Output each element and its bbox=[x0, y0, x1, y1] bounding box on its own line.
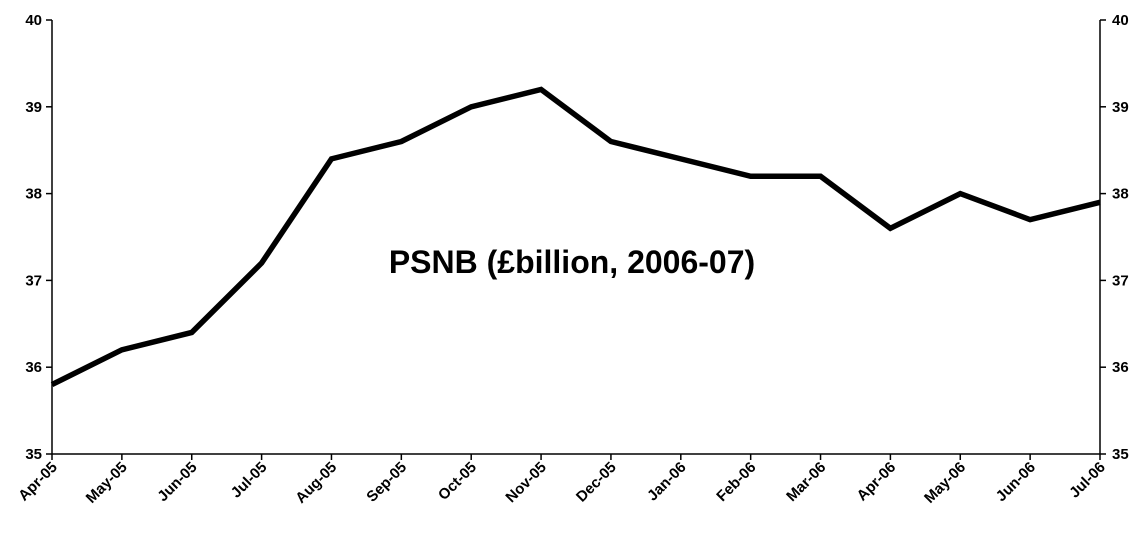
y-tick-label-left: 37 bbox=[25, 272, 42, 289]
chart-annotation: PSNB (£billion, 2006-07) bbox=[389, 244, 755, 280]
series-group bbox=[50, 86, 1101, 388]
x-axis: Apr-05 May-05 Jun-05 Jul-05 Aug-05 Sep-05 Oct-… bbox=[15, 454, 1109, 507]
y-tick-label-left: 36 bbox=[25, 359, 42, 376]
x-tick-label: Dec-05 bbox=[573, 459, 620, 506]
x-tick-label: Apr-06 bbox=[854, 459, 900, 505]
y-tick-label-left: 39 bbox=[25, 99, 42, 116]
x-tick-label: May-06 bbox=[921, 459, 969, 507]
right-y-axis: 35 36 37 38 39 40 bbox=[1100, 12, 1129, 463]
x-tick-label: Jun-05 bbox=[154, 459, 200, 505]
y-tick-label-left: 35 bbox=[25, 446, 42, 463]
y-tick-label-right: 38 bbox=[1112, 186, 1129, 203]
x-tick-label: Mar-06 bbox=[783, 459, 829, 505]
y-tick-label-right: 35 bbox=[1112, 446, 1129, 463]
x-tick-label: Jun-06 bbox=[993, 459, 1039, 505]
x-tick-label: Jul-05 bbox=[228, 459, 271, 502]
x-tick-label: Jan-06 bbox=[644, 459, 690, 505]
left-y-axis: 35 36 37 38 39 40 bbox=[25, 12, 52, 463]
axes bbox=[51, 20, 1101, 455]
x-tick-label: Jul-06 bbox=[1066, 459, 1109, 502]
x-tick-label: Feb-06 bbox=[713, 459, 759, 505]
x-tick-label: May-05 bbox=[83, 459, 131, 507]
y-tick-label-right: 39 bbox=[1112, 99, 1129, 116]
y-tick-label-left: 40 bbox=[25, 12, 42, 29]
series-line bbox=[50, 86, 1101, 388]
y-tick-label-right: 40 bbox=[1112, 12, 1129, 29]
x-tick-label: Sep-05 bbox=[363, 459, 410, 506]
x-tick-label: Aug-05 bbox=[292, 459, 340, 507]
x-tick-label: Apr-05 bbox=[15, 459, 61, 505]
y-tick-label-left: 38 bbox=[25, 186, 42, 203]
y-tick-label-right: 37 bbox=[1112, 272, 1129, 289]
x-tick-label: Oct-05 bbox=[435, 459, 480, 504]
y-tick-label-right: 36 bbox=[1112, 359, 1129, 376]
x-tick-label: Nov-05 bbox=[502, 459, 549, 506]
